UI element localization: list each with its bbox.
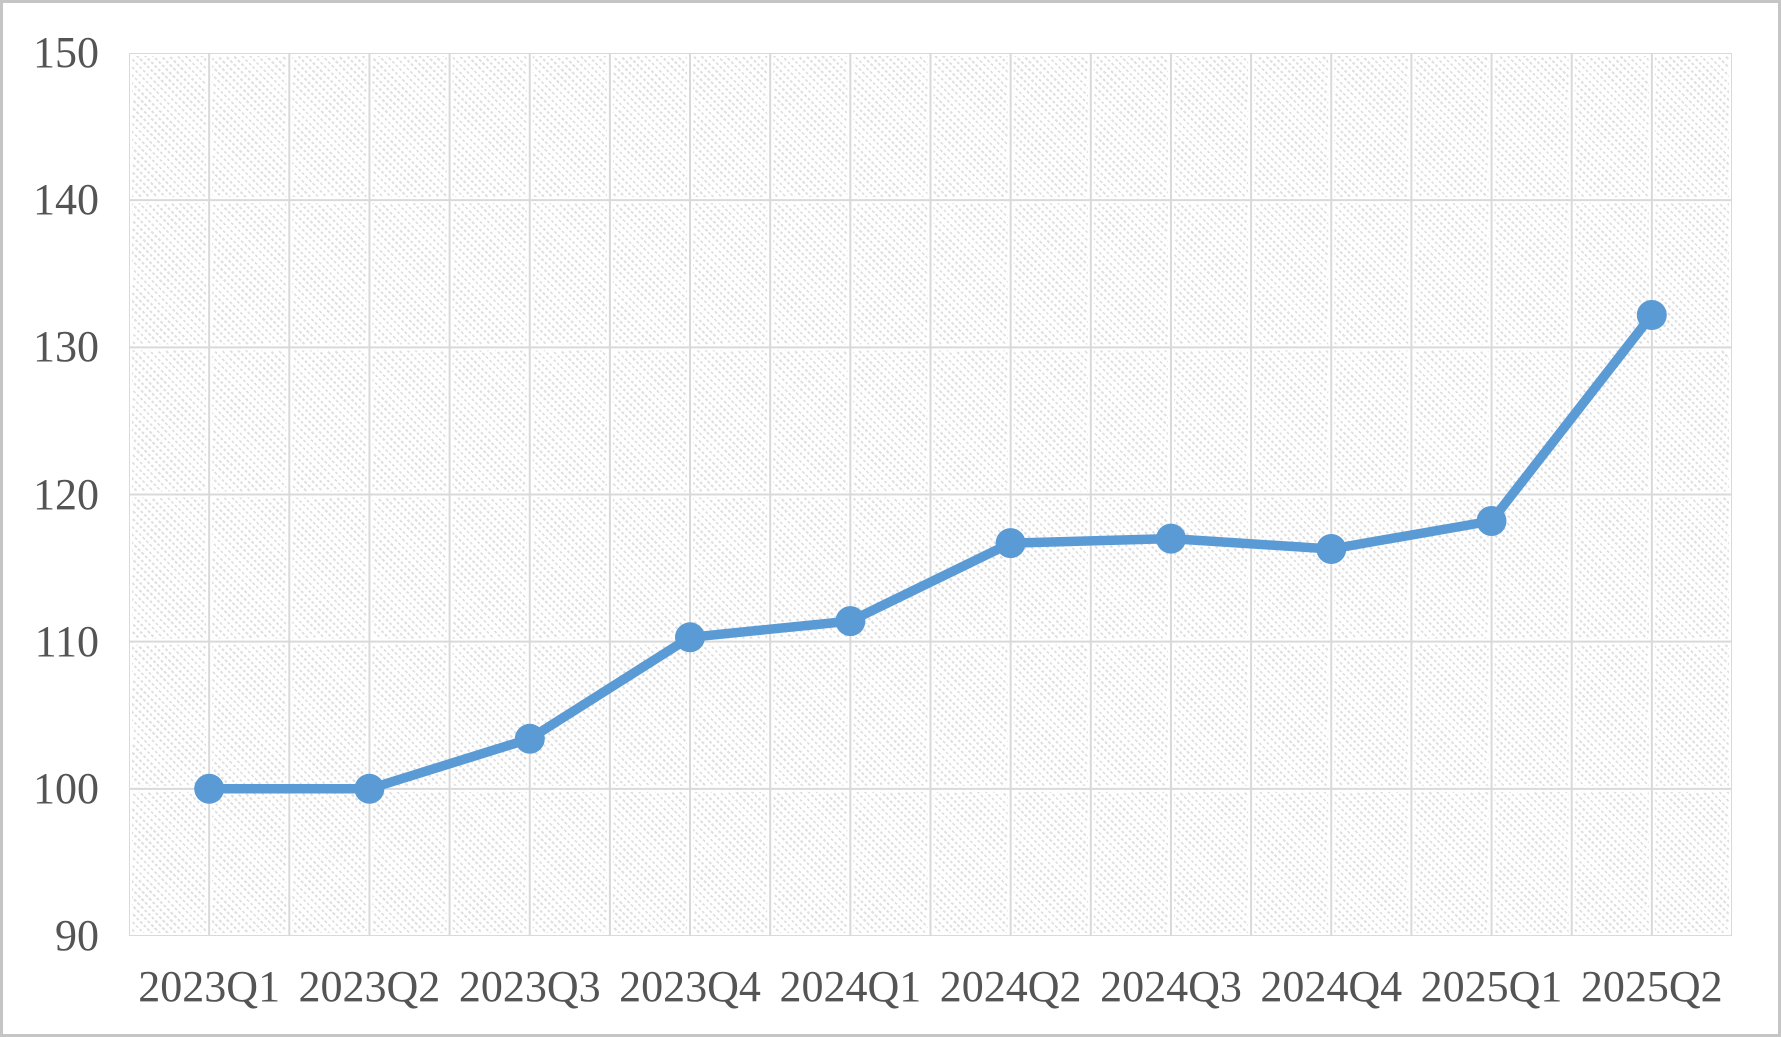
- y-tick-label-140: 140: [33, 175, 99, 225]
- y-tick-label-110: 110: [34, 616, 99, 666]
- y-tick-label-90: 90: [55, 911, 99, 960]
- x-tick-label-2025Q1: 2025Q1: [1420, 962, 1563, 1011]
- plot-area: [129, 53, 1732, 936]
- y-tick-label-130: 130: [33, 322, 99, 372]
- x-tick-label-2025Q2: 2025Q2: [1580, 962, 1723, 1011]
- gridlines: [129, 53, 1732, 936]
- x-tick-label-2023Q3: 2023Q3: [458, 962, 601, 1011]
- data-point-2023Q3: [514, 723, 545, 754]
- data-point-2023Q1: [194, 773, 225, 804]
- data-point-2024Q4: [1316, 534, 1347, 564]
- x-tick-label-2024Q3: 2024Q3: [1100, 962, 1242, 1011]
- data-point-2025Q1: [1476, 506, 1507, 536]
- data-point-2024Q2: [995, 528, 1026, 559]
- chart-svg: [129, 53, 1732, 936]
- data-point-2024Q1: [835, 606, 866, 637]
- y-tick-label-100: 100: [33, 763, 99, 813]
- y-tick-label-150: 150: [33, 28, 99, 77]
- x-tick-label-2023Q1: 2023Q1: [138, 962, 281, 1011]
- data-point-2024Q3: [1156, 523, 1186, 554]
- data-point-2023Q2: [354, 773, 385, 804]
- x-tick-label-2024Q2: 2024Q2: [939, 962, 1082, 1011]
- data-point-2025Q2: [1636, 300, 1667, 330]
- y-tick-label-120: 120: [33, 469, 99, 519]
- x-tick-label-2024Q1: 2024Q1: [779, 962, 922, 1011]
- x-tick-label-2024Q4: 2024Q4: [1260, 962, 1403, 1011]
- series-line: [204, 310, 1657, 794]
- data-point-2023Q4: [675, 622, 705, 653]
- x-tick-label-2023Q2: 2023Q2: [298, 962, 441, 1011]
- x-tick-label-2023Q4: 2023Q4: [619, 962, 761, 1011]
